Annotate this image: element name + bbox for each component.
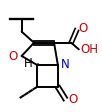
Text: O: O: [68, 93, 78, 106]
Text: N: N: [61, 58, 69, 71]
Text: H: H: [24, 57, 33, 70]
Text: ·: ·: [36, 58, 40, 71]
Text: O: O: [9, 50, 18, 62]
Text: OH: OH: [81, 43, 99, 56]
Text: O: O: [79, 22, 88, 35]
